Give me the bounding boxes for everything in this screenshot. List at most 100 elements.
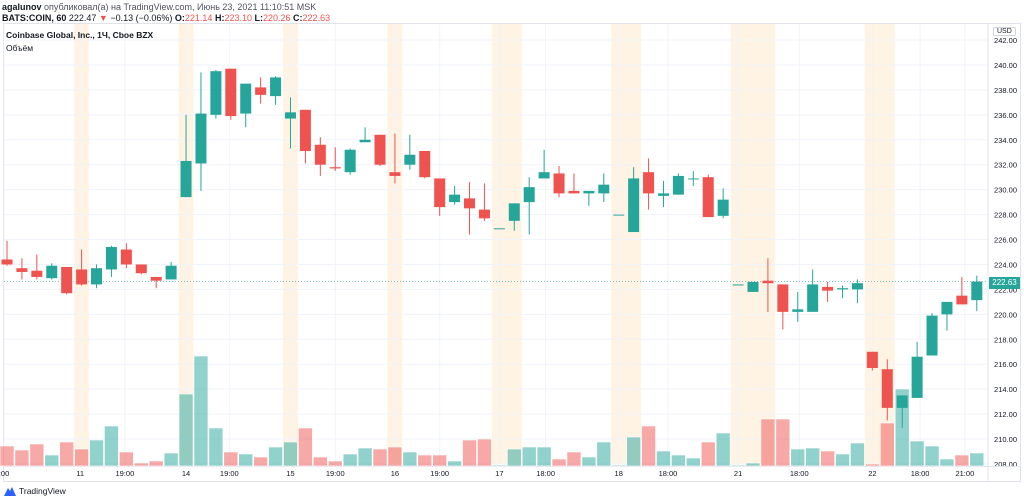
volume-bar <box>865 463 880 467</box>
candle-body <box>329 167 341 169</box>
publish-text: опубликовал(а) на TradingView.com, Июнь … <box>44 2 317 12</box>
volume-bar <box>298 427 313 467</box>
volume-bar <box>671 454 686 467</box>
candle-body <box>314 144 326 165</box>
volume-bar <box>208 427 224 467</box>
price-chart[interactable]: 242.00 240.00 238.00 236.00 234.00 232.00 230.… <box>0 0 1024 482</box>
candle-body <box>896 395 908 408</box>
volume-bar <box>581 456 597 467</box>
time-tick-label: 15 <box>286 469 294 478</box>
price-tick-label: 230.00 <box>994 186 1017 195</box>
chart-frame <box>3 23 1021 482</box>
time-tick-label: 19:00 <box>115 469 134 478</box>
time-tick-label: 16 <box>391 469 399 478</box>
price-tick-label: 224.00 <box>994 260 1017 269</box>
volume-bar <box>969 452 985 467</box>
price-tick-label: 208.00 <box>994 460 1017 469</box>
volume-bar <box>14 449 30 467</box>
candle-body <box>419 150 431 178</box>
volume-bar <box>432 454 447 467</box>
time-tick-label: 18:00 <box>911 469 930 478</box>
candle-body <box>926 315 938 356</box>
volume-bar <box>775 418 791 467</box>
volume-bar <box>163 452 179 467</box>
candle-body <box>538 172 550 179</box>
volume-bar <box>835 453 850 467</box>
volume-bar <box>327 460 343 467</box>
volume-bar <box>939 458 955 467</box>
volume-bar <box>566 451 582 467</box>
time-tick-label: 17 <box>495 469 503 478</box>
volume-bar <box>313 456 328 467</box>
author-name[interactable]: agalunov <box>2 2 42 12</box>
candle-body <box>150 276 162 281</box>
time-tick-label: 14 <box>182 469 190 478</box>
volume-bar <box>119 451 134 467</box>
candle-body <box>493 228 505 230</box>
candle-body <box>61 266 73 294</box>
candle-body <box>523 187 535 203</box>
candle-body <box>732 284 744 286</box>
candle-body <box>583 190 595 194</box>
time-tick-label: 19:00 <box>326 469 345 478</box>
symbol-info: BATS:COIN, 60 222.47 ▼ −0.13 (−0.06%) O:… <box>2 13 330 23</box>
volume-bar <box>745 462 761 467</box>
candle-body <box>195 113 207 164</box>
close-value: 222.63 <box>302 13 331 23</box>
time-tick-label: 21 <box>734 469 742 478</box>
volume-bar <box>805 447 820 467</box>
tradingview-logo[interactable]: TradingView <box>4 486 66 496</box>
brand-name: TradingView <box>19 486 66 496</box>
candle-body <box>851 283 863 290</box>
volume-bar <box>193 355 209 467</box>
volume-bar <box>909 440 925 467</box>
currency-label[interactable]: USD <box>993 27 1016 36</box>
time-tick-label: 18:00 <box>659 469 678 478</box>
volume-bar <box>656 450 671 467</box>
volume-bar <box>0 445 15 467</box>
extended-hours-shade <box>491 24 522 466</box>
candle-body <box>762 280 774 284</box>
time-tick-label: 19:00 <box>220 469 239 478</box>
change-value: −0.13 (−0.06%) <box>110 13 173 23</box>
volume-bar <box>521 446 537 467</box>
price-tick-label: 236.00 <box>994 111 1017 120</box>
candle-body <box>553 173 565 194</box>
candle-body <box>120 249 132 265</box>
candle-body <box>643 172 655 194</box>
volume-bar <box>238 453 254 467</box>
price-tick-label: 238.00 <box>994 86 1017 95</box>
candle-body <box>822 286 834 291</box>
volume-bar <box>611 464 627 467</box>
volume-bar <box>89 439 104 467</box>
candle-body <box>180 160 192 198</box>
volume-bar <box>357 447 373 467</box>
time-tick-label: 21:00 <box>955 469 974 478</box>
symbol: BATS:COIN, 60 <box>2 13 67 23</box>
candle-body <box>807 284 819 312</box>
candle-body <box>16 268 28 272</box>
volume-bar <box>462 439 477 467</box>
volume-bar <box>342 453 358 467</box>
price-tick-label: 222.00 <box>994 285 1017 294</box>
time-tick-label: 19:00 <box>430 469 449 478</box>
price-tick-label: 240.00 <box>994 61 1017 70</box>
volume-bar <box>104 425 119 467</box>
candle-body <box>91 268 103 285</box>
candle-body <box>687 178 699 180</box>
price-tick-label: 220.00 <box>994 310 1017 319</box>
time-tick-label: 22 <box>868 469 876 478</box>
low-label: L: <box>254 13 264 23</box>
candle-body <box>747 281 759 292</box>
candle-body <box>434 178 446 208</box>
candle-body <box>46 265 58 279</box>
volume-bar <box>700 441 716 467</box>
volume-bar <box>492 464 507 467</box>
volume-bar <box>760 418 776 467</box>
volume-bar <box>148 460 164 467</box>
price-tick-label: 218.00 <box>994 335 1017 344</box>
tradingview-logo-icon <box>4 487 16 496</box>
candle-body <box>210 71 222 115</box>
volume-bar <box>268 446 283 467</box>
candle-body <box>956 295 968 305</box>
